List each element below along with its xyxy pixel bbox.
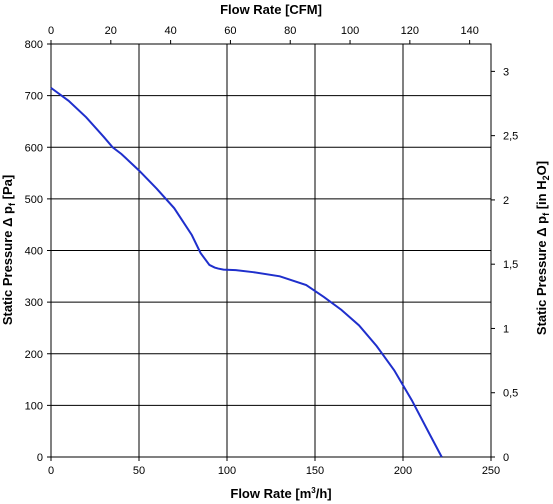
top-axis-title: Flow Rate [CFM]: [220, 2, 322, 17]
bottom-tick-label: 200: [394, 465, 412, 477]
right-axis-title: Static Pressure Δ pf [in H2O]: [534, 161, 551, 335]
bottom-axis-ticks: 0 50 100 150 200 250: [48, 457, 500, 477]
grid: [50, 43, 492, 458]
top-axis-ticks: 0 20 40 60 80 100 120 140: [48, 25, 479, 44]
top-tick-label: 60: [224, 25, 236, 37]
left-tick-label: 200: [25, 349, 43, 361]
bottom-axis-title: Flow Rate [m3/h]: [230, 486, 331, 501]
left-tick-label: 400: [25, 246, 43, 258]
bottom-tick-label: 0: [48, 465, 54, 477]
right-tick-label: 1,5: [503, 259, 518, 271]
right-tick-label: 0: [503, 452, 509, 464]
left-tick-label: 300: [25, 297, 43, 309]
right-tick-label: 2: [503, 195, 509, 207]
bottom-tick-label: 250: [482, 465, 500, 477]
left-tick-label: 100: [25, 400, 43, 412]
top-tick-label: 120: [401, 25, 419, 37]
top-tick-label: 20: [105, 25, 117, 37]
bottom-tick-label: 100: [218, 465, 236, 477]
left-tick-label: 0: [37, 452, 43, 464]
right-tick-label: 3: [503, 66, 509, 78]
top-tick-label: 80: [284, 25, 296, 37]
left-tick-label: 700: [25, 91, 43, 103]
right-axis-ticks: 0 0,5 1 1,5 2 2,5 3: [491, 66, 518, 464]
left-axis-title: Static Pressure Δ pf [Pa]: [0, 175, 17, 325]
top-tick-label: 40: [164, 25, 176, 37]
right-tick-label: 0,5: [503, 388, 518, 400]
left-axis-ticks: 0 100 200 300 400 500 600 700 800: [25, 39, 51, 464]
bottom-tick-label: 50: [133, 465, 145, 477]
top-tick-label: 100: [341, 25, 359, 37]
top-tick-label: 0: [48, 25, 54, 37]
top-tick-label: 140: [460, 25, 478, 37]
bottom-tick-label: 150: [306, 465, 324, 477]
left-tick-label: 600: [25, 142, 43, 154]
left-tick-label: 500: [25, 194, 43, 206]
left-tick-label: 800: [25, 39, 43, 51]
pressure-curve: [50, 87, 443, 458]
right-tick-label: 2,5: [503, 131, 518, 143]
right-tick-label: 1: [503, 323, 509, 335]
